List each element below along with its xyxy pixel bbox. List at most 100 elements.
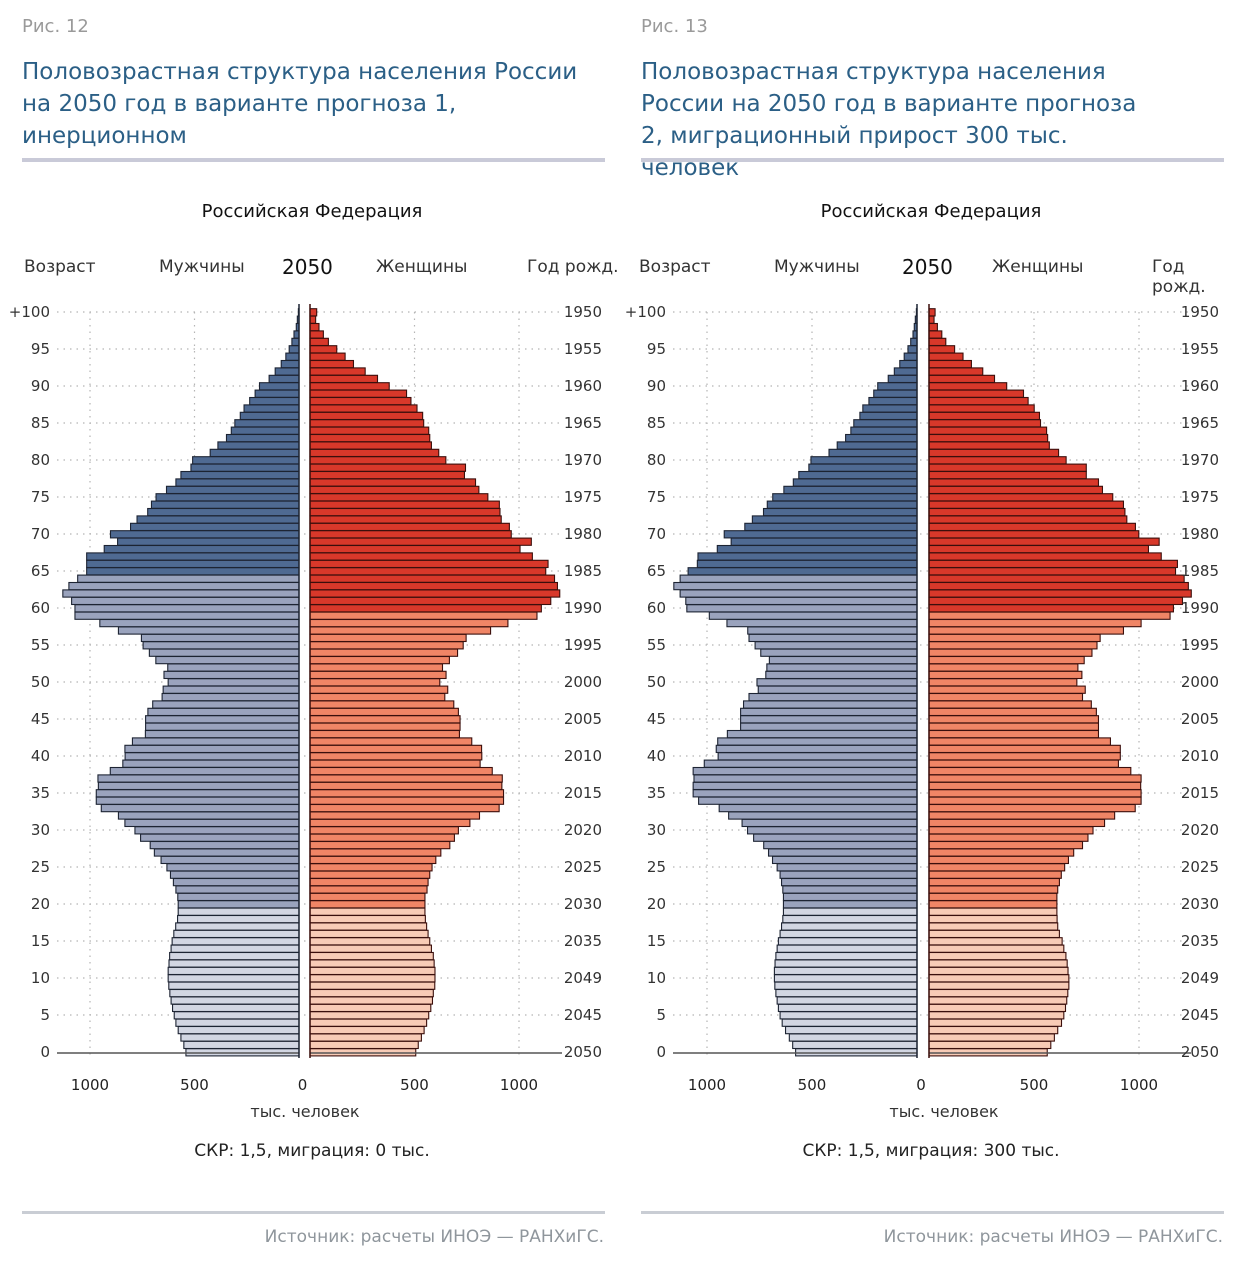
bar-female-age-57 <box>309 626 492 635</box>
bar-female-age-53 <box>309 655 450 665</box>
bar-female-age-14 <box>928 944 1065 953</box>
age-tick-label: 85 <box>31 414 50 432</box>
bar-female-age-82 <box>928 441 1050 450</box>
bar-female-age-46 <box>928 707 1097 717</box>
bar-male-age-93 <box>899 359 918 369</box>
bar-male-age-82 <box>836 441 918 450</box>
birth-year-tick-label: 1960 <box>1181 377 1219 395</box>
bar-female-age-94 <box>928 352 964 361</box>
bar-female-age-89 <box>928 389 1025 398</box>
bar-female-age-1 <box>928 1040 1052 1050</box>
bar-male-age-23 <box>781 877 918 887</box>
bar-male-age-25 <box>166 863 300 872</box>
birth-year-tick-label: 1980 <box>564 525 602 543</box>
bar-female-age-51 <box>309 670 447 680</box>
birth-year-tick-label: 1995 <box>564 636 602 654</box>
bar-male-age-73 <box>762 507 918 517</box>
x-tick-label: 500 <box>1020 1076 1049 1094</box>
bar-male-age-2 <box>180 1033 300 1042</box>
bar-female-age-23 <box>928 877 1060 887</box>
bar-female-age-24 <box>309 870 431 879</box>
birth-year-tick-label: 2030 <box>564 895 602 913</box>
bar-female-age-41 <box>928 744 1121 754</box>
bar-female-age-40 <box>928 752 1121 761</box>
age-tick-label: 60 <box>31 599 50 617</box>
bar-female-age-97 <box>928 330 943 339</box>
bar-male-age-68 <box>716 544 918 554</box>
bar-male-age-56 <box>748 633 918 643</box>
bar-female-age-68 <box>309 544 521 554</box>
bar-female-age-2 <box>928 1033 1055 1042</box>
bar-female-age-57 <box>928 626 1125 635</box>
bar-female-age-70 <box>928 530 1140 539</box>
bar-female-age-71 <box>928 522 1136 532</box>
bar-male-age-91 <box>268 374 300 384</box>
birth-year-tick-label: 1950 <box>1181 303 1219 321</box>
bar-male-age-21 <box>782 892 918 902</box>
bar-female-age-78 <box>309 470 466 480</box>
bar-female-age-28 <box>309 840 451 850</box>
age-tick-label: 90 <box>647 377 666 395</box>
bar-male-age-75 <box>772 493 918 502</box>
bar-male-age-17 <box>781 922 918 931</box>
age-tick-label: 70 <box>647 525 666 543</box>
bar-male-age-47 <box>152 700 300 709</box>
bar-female-age-9 <box>928 981 1070 990</box>
bar-female-age-5 <box>928 1011 1065 1020</box>
birth-year-tick-label: 2020 <box>564 821 602 839</box>
bar-female-age-8 <box>309 988 434 998</box>
bar-female-age-36 <box>309 781 503 791</box>
bar-female-age-66 <box>309 559 549 569</box>
bar-female-age-90 <box>309 382 390 391</box>
bar-female-age-25 <box>309 863 433 872</box>
bar-female-age-9 <box>309 981 436 990</box>
bar-female-age-85 <box>928 419 1042 428</box>
bar-female-age-71 <box>309 522 510 532</box>
bar-male-age-90 <box>258 382 300 391</box>
bar-male-age-62 <box>679 589 918 598</box>
bar-male-age-82 <box>217 441 300 450</box>
bar-male-age-37 <box>693 774 918 783</box>
bar-male-age-72 <box>751 515 918 524</box>
bar-female-age-6 <box>309 1003 432 1013</box>
bar-female-age-54 <box>309 648 459 657</box>
birth-year-tick-label: 2015 <box>564 784 602 802</box>
bar-female-age-19 <box>309 907 426 916</box>
age-tick-label: 40 <box>647 747 666 765</box>
bar-male-age-27 <box>153 848 300 857</box>
bar-female-age-83 <box>928 433 1049 443</box>
bar-male-age-16 <box>779 929 918 939</box>
bar-female-age-79 <box>928 463 1087 472</box>
bar-female-age-59 <box>309 611 538 620</box>
bar-male-age-66 <box>86 559 300 569</box>
year-label: 2050 <box>282 255 333 279</box>
x-tick-label: 500 <box>798 1076 827 1094</box>
bar-female-age-47 <box>309 700 455 709</box>
bar-male-age-53 <box>155 655 300 665</box>
birth-year-tick-label: 2045 <box>564 1006 602 1024</box>
bar-male-age-38 <box>109 766 300 776</box>
bar-female-age-75 <box>928 493 1114 502</box>
bar-female-age-20 <box>309 900 426 909</box>
title-divider <box>641 158 1224 162</box>
bar-female-age-67 <box>309 552 533 561</box>
bar-male-age-77 <box>792 478 918 487</box>
bar-female-age-91 <box>309 374 379 384</box>
bar-male-age-42 <box>131 737 300 746</box>
bar-female-age-7 <box>928 996 1068 1005</box>
bar-male-age-89 <box>254 389 300 398</box>
birth-year-tick-label: 2025 <box>564 858 602 876</box>
bar-male-age-84 <box>230 426 300 435</box>
footer-divider <box>641 1211 1224 1214</box>
age-tick-label: 55 <box>31 636 50 654</box>
bar-female-age-91 <box>928 374 996 384</box>
bar-male-age-27 <box>767 848 918 857</box>
bar-male-age-5 <box>173 1011 300 1020</box>
bar-male-age-85 <box>853 419 918 428</box>
bar-male-age-23 <box>172 877 300 887</box>
bar-female-age-38 <box>309 766 493 776</box>
bar-female-age-4 <box>928 1018 1063 1027</box>
figure-13: Рис. 13 Половозрастная структура населен… <box>625 0 1241 1267</box>
bar-female-age-27 <box>928 848 1075 857</box>
bar-female-age-74 <box>309 500 500 509</box>
